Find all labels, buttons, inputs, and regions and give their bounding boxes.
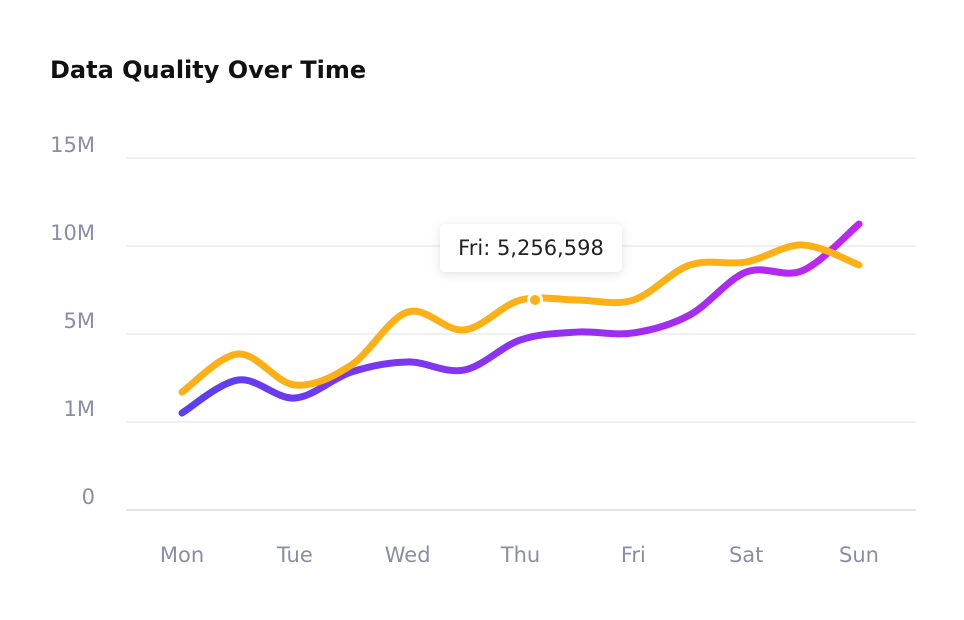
chart-title: Data Quality Over Time [50, 56, 366, 84]
x-tick-label: Thu [500, 543, 540, 567]
x-tick-label: Mon [160, 543, 204, 567]
y-tick-label: 10M [50, 221, 95, 245]
y-tick-label: 1M [64, 397, 95, 421]
y-tick-label: 5M [64, 309, 95, 333]
y-tick-label: 0 [82, 485, 95, 509]
x-tick-label: Fri [621, 543, 646, 567]
line [178, 220, 863, 417]
x-tick-label: Tue [276, 543, 313, 567]
y-tick-label: 15M [50, 133, 95, 157]
tooltip-box [440, 224, 622, 272]
x-tick-label: Sat [729, 543, 763, 567]
tooltip-marker [530, 295, 540, 305]
x-tick-label: Wed [385, 543, 431, 567]
line [178, 241, 863, 396]
tooltip: Fri: 5,256,598 [440, 224, 622, 308]
tooltip-text: Fri: 5,256,598 [458, 236, 604, 260]
x-tick-label: Sun [839, 543, 879, 567]
